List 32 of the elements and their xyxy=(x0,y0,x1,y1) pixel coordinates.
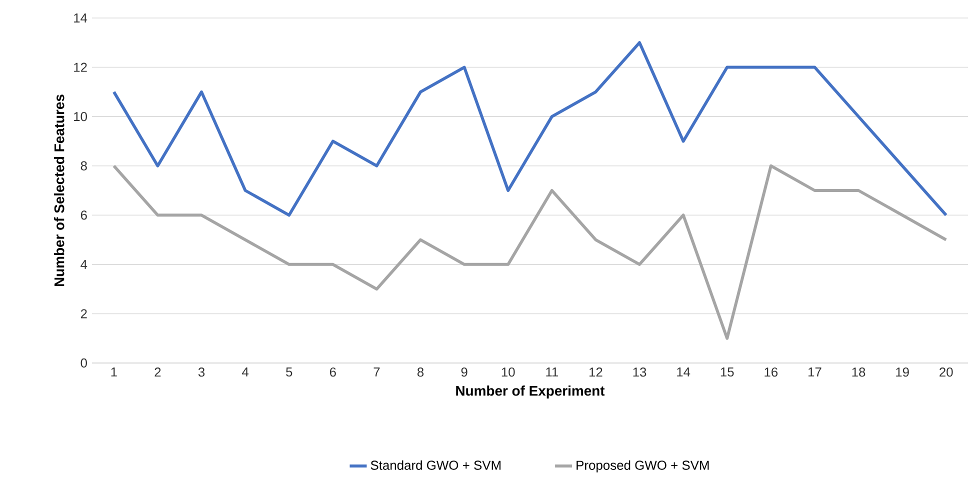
y-tick-label: 8 xyxy=(80,161,87,170)
x-tick-label: 8 xyxy=(417,368,424,377)
x-tick-label: 16 xyxy=(764,368,778,377)
y-tick-label: 10 xyxy=(74,112,87,122)
x-tick-label: 2 xyxy=(154,368,161,377)
x-tick-label: 15 xyxy=(720,368,734,377)
y-axis-title: Number of Selected Features xyxy=(54,94,64,286)
y-tick-label: 14 xyxy=(74,14,88,22)
y-tick-label: 12 xyxy=(74,62,87,72)
legend-label: Proposed GWO + SVM xyxy=(576,460,709,472)
x-axis-title: Number of Experiment xyxy=(456,386,605,399)
x-tick-label: 17 xyxy=(808,368,822,376)
y-tick-label: 0 xyxy=(80,358,87,368)
x-tick-label: 12 xyxy=(589,368,602,377)
x-tick-label: 4 xyxy=(242,368,249,376)
x-tick-label: 9 xyxy=(461,368,468,377)
x-tick-label: 14 xyxy=(677,368,690,376)
x-tick-label: 20 xyxy=(940,368,953,377)
y-tick-label: 2 xyxy=(80,309,87,318)
x-tick-label: 6 xyxy=(330,368,336,377)
y-tick-label: 4 xyxy=(80,260,88,269)
x-tick-label: 13 xyxy=(633,368,646,377)
x-tick-label: 1 xyxy=(111,368,117,376)
x-tick-label: 5 xyxy=(286,368,292,377)
legend-label: Standard GWO + SVM xyxy=(370,460,501,470)
x-tick-label: 18 xyxy=(852,368,866,377)
x-tick-label: 10 xyxy=(502,368,515,377)
x-tick-label: 11 xyxy=(546,368,558,376)
x-tick-label: 3 xyxy=(198,368,205,377)
y-tick-label: 6 xyxy=(80,210,87,220)
x-tick-label: 7 xyxy=(374,368,380,376)
x-tick-label: 19 xyxy=(896,368,909,377)
